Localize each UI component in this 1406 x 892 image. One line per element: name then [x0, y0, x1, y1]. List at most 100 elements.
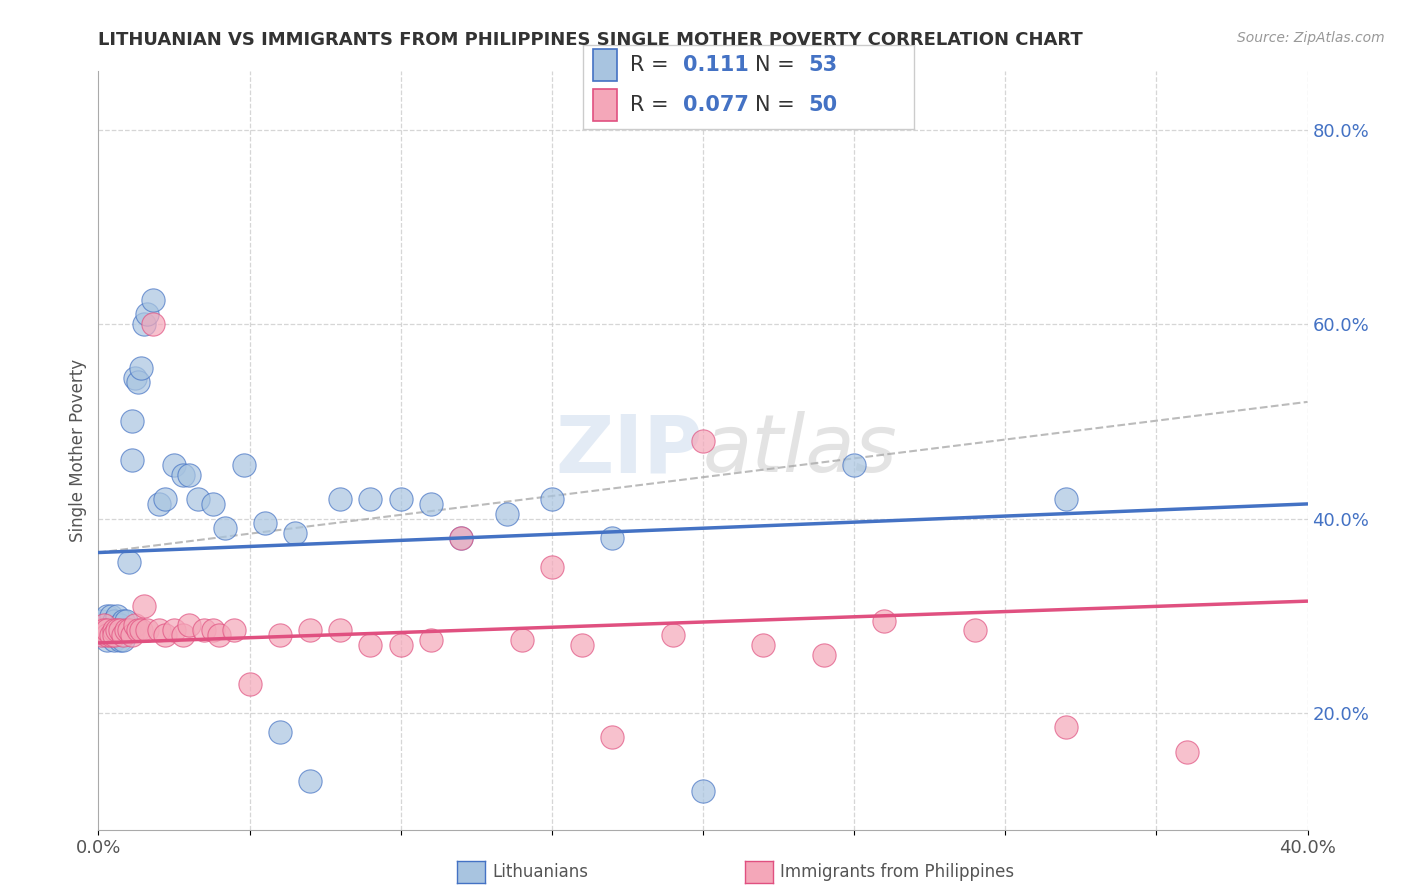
Text: 0.111: 0.111	[683, 55, 748, 75]
Point	[873, 614, 896, 628]
Point	[121, 628, 143, 642]
Text: R =: R =	[630, 55, 668, 75]
Point	[602, 730, 624, 744]
FancyBboxPatch shape	[593, 88, 616, 120]
Point	[135, 307, 157, 321]
Point	[269, 725, 291, 739]
Point	[232, 458, 254, 472]
Text: Immigrants from Philippines: Immigrants from Philippines	[780, 863, 1015, 881]
Point	[105, 608, 128, 623]
Point	[179, 467, 201, 482]
Point	[114, 614, 136, 628]
Point	[103, 633, 125, 648]
Point	[284, 526, 307, 541]
Text: N =: N =	[755, 55, 794, 75]
Point	[142, 317, 165, 331]
Point	[132, 317, 155, 331]
Point	[299, 774, 322, 789]
Point	[389, 491, 412, 506]
Point	[90, 614, 112, 628]
FancyBboxPatch shape	[593, 49, 616, 81]
Text: LITHUANIAN VS IMMIGRANTS FROM PHILIPPINES SINGLE MOTHER POVERTY CORRELATION CHAR: LITHUANIAN VS IMMIGRANTS FROM PHILIPPINE…	[98, 31, 1083, 49]
Point	[153, 491, 176, 506]
Point	[495, 507, 517, 521]
Point	[103, 624, 125, 638]
Point	[329, 491, 352, 506]
Point	[142, 293, 165, 307]
Point	[420, 633, 443, 648]
Point	[148, 624, 170, 638]
Point	[450, 531, 472, 545]
Point	[121, 453, 143, 467]
Point	[108, 633, 131, 648]
Point	[129, 624, 152, 638]
Point	[187, 491, 209, 506]
Point	[253, 516, 276, 531]
Point	[202, 497, 225, 511]
Point	[93, 628, 115, 642]
Point	[121, 414, 143, 428]
Point	[1175, 745, 1198, 759]
Point	[108, 618, 131, 632]
Point	[100, 624, 122, 638]
Point	[108, 624, 131, 638]
Point	[179, 618, 201, 632]
Point	[111, 628, 134, 642]
Point	[163, 624, 186, 638]
Point	[118, 624, 141, 638]
Point	[124, 618, 146, 632]
Point	[105, 624, 128, 638]
Point	[172, 467, 194, 482]
Text: 53: 53	[808, 55, 838, 75]
Point	[269, 628, 291, 642]
Text: Lithuanians: Lithuanians	[492, 863, 588, 881]
Point	[148, 497, 170, 511]
Point	[103, 614, 125, 628]
Point	[661, 628, 683, 642]
Point	[127, 376, 149, 390]
Point	[135, 624, 157, 638]
Point	[90, 624, 112, 638]
Point	[1054, 721, 1077, 735]
Text: R =: R =	[630, 95, 668, 115]
Point	[132, 599, 155, 613]
Point	[360, 491, 382, 506]
Point	[540, 560, 562, 574]
Point	[329, 624, 352, 638]
Point	[571, 638, 593, 652]
Point	[172, 628, 194, 642]
Point	[360, 638, 382, 652]
Point	[752, 638, 775, 652]
Point	[96, 608, 118, 623]
Point	[510, 633, 533, 648]
Point	[299, 624, 322, 638]
Point	[103, 628, 125, 642]
Point	[389, 638, 412, 652]
Point	[100, 608, 122, 623]
Point	[96, 633, 118, 648]
Point	[540, 491, 562, 506]
Point	[111, 614, 134, 628]
Point	[124, 370, 146, 384]
Point	[93, 618, 115, 632]
Point	[692, 434, 714, 448]
Point	[193, 624, 215, 638]
Point	[965, 624, 987, 638]
Point	[692, 783, 714, 797]
Text: atlas: atlas	[703, 411, 898, 490]
Point	[90, 624, 112, 638]
Point	[93, 624, 115, 638]
Point	[127, 624, 149, 638]
Text: 50: 50	[808, 95, 838, 115]
Point	[420, 497, 443, 511]
Point	[96, 624, 118, 638]
Point	[202, 624, 225, 638]
Point	[153, 628, 176, 642]
Point	[1054, 491, 1077, 506]
Y-axis label: Single Mother Poverty: Single Mother Poverty	[69, 359, 87, 542]
Point	[163, 458, 186, 472]
Point	[118, 555, 141, 569]
Point	[103, 624, 125, 638]
Point	[239, 677, 262, 691]
Point	[100, 628, 122, 642]
